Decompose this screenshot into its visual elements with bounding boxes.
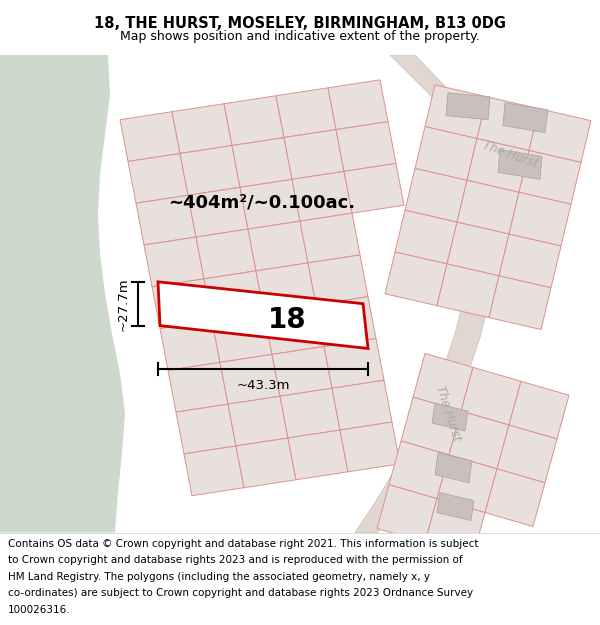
Polygon shape — [188, 188, 248, 237]
Polygon shape — [300, 213, 360, 263]
Polygon shape — [184, 446, 244, 496]
Polygon shape — [377, 485, 437, 542]
Polygon shape — [477, 97, 539, 151]
Polygon shape — [498, 149, 542, 179]
Text: ~404m²/~0.100ac.: ~404m²/~0.100ac. — [168, 193, 355, 211]
Polygon shape — [136, 195, 196, 245]
Polygon shape — [467, 139, 529, 192]
Polygon shape — [461, 368, 521, 425]
Polygon shape — [385, 252, 447, 306]
Polygon shape — [328, 80, 388, 129]
Text: ~27.7m: ~27.7m — [117, 277, 130, 331]
Text: 18, THE HURST, MOSELEY, BIRMINGHAM, B13 0DG: 18, THE HURST, MOSELEY, BIRMINGHAM, B13 … — [94, 16, 506, 31]
Polygon shape — [499, 234, 561, 288]
Polygon shape — [316, 297, 376, 346]
Polygon shape — [308, 255, 368, 305]
Polygon shape — [432, 403, 468, 431]
Polygon shape — [228, 396, 288, 446]
Polygon shape — [236, 438, 296, 488]
Text: 100026316.: 100026316. — [8, 605, 70, 615]
Polygon shape — [264, 305, 324, 354]
Polygon shape — [324, 339, 384, 388]
Polygon shape — [437, 455, 497, 512]
Polygon shape — [336, 122, 396, 171]
Polygon shape — [503, 102, 548, 132]
Polygon shape — [401, 398, 461, 455]
Polygon shape — [196, 229, 256, 279]
Polygon shape — [152, 279, 212, 329]
Polygon shape — [168, 362, 228, 412]
Polygon shape — [449, 411, 509, 469]
Text: Contains OS data © Crown copyright and database right 2021. This information is : Contains OS data © Crown copyright and d… — [8, 539, 478, 549]
Polygon shape — [284, 129, 344, 179]
Polygon shape — [509, 192, 571, 246]
Polygon shape — [176, 404, 236, 454]
Polygon shape — [437, 264, 499, 318]
Polygon shape — [489, 276, 551, 329]
Polygon shape — [344, 163, 404, 213]
Polygon shape — [144, 237, 204, 287]
Polygon shape — [405, 168, 467, 222]
Polygon shape — [158, 282, 368, 349]
Polygon shape — [248, 221, 308, 271]
Polygon shape — [437, 492, 474, 521]
Polygon shape — [256, 263, 316, 312]
Polygon shape — [332, 380, 392, 430]
Polygon shape — [276, 88, 336, 138]
Polygon shape — [232, 138, 292, 188]
Polygon shape — [415, 127, 477, 181]
Polygon shape — [425, 85, 487, 139]
Text: ~43.3m: ~43.3m — [236, 379, 290, 392]
Polygon shape — [519, 151, 581, 204]
Polygon shape — [529, 109, 591, 162]
Polygon shape — [212, 312, 272, 362]
Polygon shape — [413, 354, 473, 411]
Polygon shape — [447, 222, 509, 276]
Polygon shape — [172, 104, 232, 154]
Polygon shape — [224, 96, 284, 146]
Polygon shape — [280, 388, 340, 438]
Text: HM Land Registry. The polygons (including the associated geometry, namely x, y: HM Land Registry. The polygons (includin… — [8, 572, 430, 582]
Polygon shape — [446, 92, 490, 119]
Polygon shape — [395, 210, 457, 264]
Polygon shape — [457, 181, 519, 234]
Polygon shape — [272, 346, 332, 396]
Polygon shape — [180, 146, 240, 195]
Polygon shape — [485, 469, 545, 526]
Polygon shape — [355, 55, 500, 532]
Polygon shape — [509, 381, 569, 439]
Polygon shape — [435, 453, 472, 482]
Polygon shape — [160, 321, 220, 371]
Text: co-ordinates) are subject to Crown copyright and database rights 2023 Ordnance S: co-ordinates) are subject to Crown copyr… — [8, 588, 473, 598]
Text: The Hurst: The Hurst — [481, 139, 539, 171]
Polygon shape — [340, 422, 400, 472]
Polygon shape — [240, 179, 300, 229]
Polygon shape — [204, 271, 264, 321]
Polygon shape — [120, 112, 180, 161]
Polygon shape — [0, 55, 125, 532]
Text: to Crown copyright and database rights 2023 and is reproduced with the permissio: to Crown copyright and database rights 2… — [8, 556, 463, 566]
Polygon shape — [288, 430, 348, 480]
Polygon shape — [389, 441, 449, 499]
Text: The Hurst: The Hurst — [433, 384, 463, 442]
Polygon shape — [292, 171, 352, 221]
Text: 18: 18 — [268, 306, 307, 334]
Polygon shape — [425, 499, 485, 556]
Text: Map shows position and indicative extent of the property.: Map shows position and indicative extent… — [120, 30, 480, 43]
Polygon shape — [220, 354, 280, 404]
Polygon shape — [128, 154, 188, 203]
Polygon shape — [497, 425, 557, 483]
